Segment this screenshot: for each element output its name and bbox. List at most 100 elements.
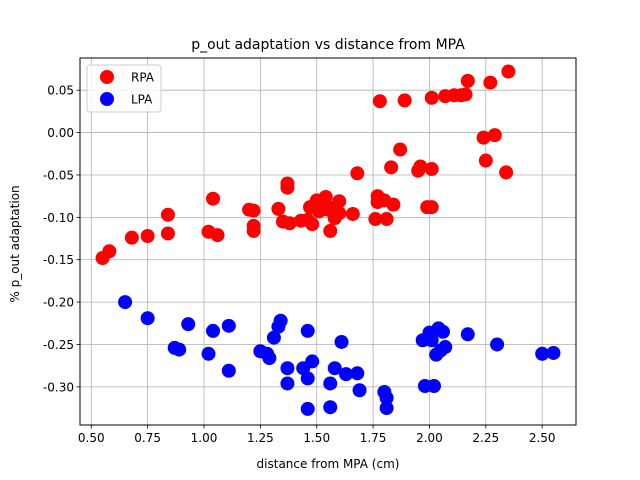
rpa-point	[271, 201, 286, 216]
rpa-point	[476, 130, 491, 145]
y-tick-label: -0.30	[43, 380, 74, 394]
rpa-point	[384, 160, 399, 175]
lpa-point	[350, 366, 365, 381]
rpa-point	[332, 194, 347, 209]
x-axis-label: distance from MPA (cm)	[257, 457, 400, 471]
x-tick-label: 1.00	[191, 431, 218, 445]
lpa-point	[262, 351, 277, 366]
rpa-point	[345, 206, 360, 221]
lpa-point	[546, 345, 561, 360]
rpa-point	[280, 180, 295, 195]
lpa-point	[201, 346, 216, 361]
lpa-point	[221, 318, 236, 333]
rpa-point	[160, 226, 175, 241]
lpa-point	[379, 390, 394, 405]
x-tick-label: 2.25	[472, 431, 499, 445]
rpa-point	[246, 203, 261, 218]
rpa-point	[305, 217, 320, 232]
rpa-point	[372, 94, 387, 109]
x-tick-label: 0.50	[78, 431, 105, 445]
x-tick-label: 1.25	[247, 431, 274, 445]
rpa-point	[501, 64, 516, 79]
rpa-point	[397, 93, 412, 108]
rpa-point	[483, 75, 498, 90]
chart-title: p_out adaptation vs distance from MPA	[191, 37, 465, 53]
y-tick-label: -0.10	[43, 211, 74, 225]
rpa-point	[210, 228, 225, 243]
lpa-point	[339, 367, 354, 382]
x-tick-label: 0.75	[134, 431, 161, 445]
lpa-point	[535, 346, 550, 361]
lpa-point	[305, 354, 320, 369]
legend-label-rpa: RPA	[131, 71, 155, 85]
rpa-point	[282, 216, 297, 231]
lpa-point	[352, 383, 367, 398]
y-tick-label: 0.00	[47, 126, 74, 140]
rpa-point	[332, 206, 347, 221]
data-points	[95, 64, 561, 416]
rpa-point	[478, 153, 493, 168]
lpa-point	[426, 379, 441, 394]
lpa-point	[181, 317, 196, 332]
lpa-point	[460, 327, 475, 342]
rpa-point	[318, 190, 333, 205]
rpa-point	[140, 228, 155, 243]
lpa-point	[300, 371, 315, 386]
legend-marker-rpa	[100, 70, 114, 84]
lpa-point	[300, 323, 315, 338]
lpa-point	[273, 313, 288, 328]
x-tick-label: 2.00	[416, 431, 443, 445]
lpa-point	[300, 401, 315, 416]
legend: RPA LPA	[86, 64, 162, 113]
rpa-point	[393, 142, 408, 157]
rpa-point	[424, 162, 439, 177]
lpa-point	[221, 363, 236, 378]
y-tick-label: -0.05	[43, 168, 74, 182]
axis-ticks: 0.50 0.75 1.00 1.25 1.50 1.75 2.00 2.25 2.50 -0.3…	[43, 84, 556, 445]
lpa-point	[280, 361, 295, 376]
lpa-point	[334, 334, 349, 349]
series-rpa	[95, 64, 516, 266]
lpa-point	[266, 330, 281, 345]
lpa-point	[280, 376, 295, 391]
y-tick-label: 0.05	[47, 84, 74, 98]
lpa-point	[323, 400, 338, 415]
y-axis-label: % p_out adaptation	[8, 185, 22, 302]
rpa-point	[424, 90, 439, 105]
lpa-point	[438, 340, 453, 355]
lpa-point	[435, 324, 450, 339]
rpa-point	[379, 212, 394, 227]
rpa-point	[323, 223, 338, 238]
rpa-point	[350, 166, 365, 181]
legend-label-lpa: LPA	[131, 93, 153, 107]
lpa-point	[327, 361, 342, 376]
lpa-point	[379, 401, 394, 416]
rpa-point	[246, 223, 261, 238]
rpa-point	[102, 244, 117, 259]
lpa-point	[424, 333, 439, 348]
rpa-point	[413, 159, 428, 174]
rpa-point	[487, 128, 502, 143]
lpa-point	[323, 376, 338, 391]
y-tick-label: -0.15	[43, 253, 74, 267]
x-tick-label: 1.50	[303, 431, 330, 445]
rpa-point	[499, 165, 514, 180]
lpa-point	[140, 311, 155, 326]
legend-marker-lpa	[100, 92, 114, 106]
lpa-point	[490, 337, 505, 352]
lpa-point	[118, 295, 133, 310]
rpa-point	[424, 200, 439, 215]
rpa-point	[368, 212, 383, 227]
rpa-point	[386, 197, 401, 212]
lpa-point	[172, 342, 187, 357]
y-tick-label: -0.25	[43, 338, 74, 352]
rpa-point	[160, 207, 175, 222]
rpa-point	[206, 191, 221, 206]
rpa-point	[124, 230, 139, 245]
rpa-point	[458, 87, 473, 102]
x-tick-label: 1.75	[360, 431, 387, 445]
series-lpa	[118, 295, 561, 416]
rpa-point	[460, 73, 475, 88]
lpa-point	[206, 323, 221, 338]
